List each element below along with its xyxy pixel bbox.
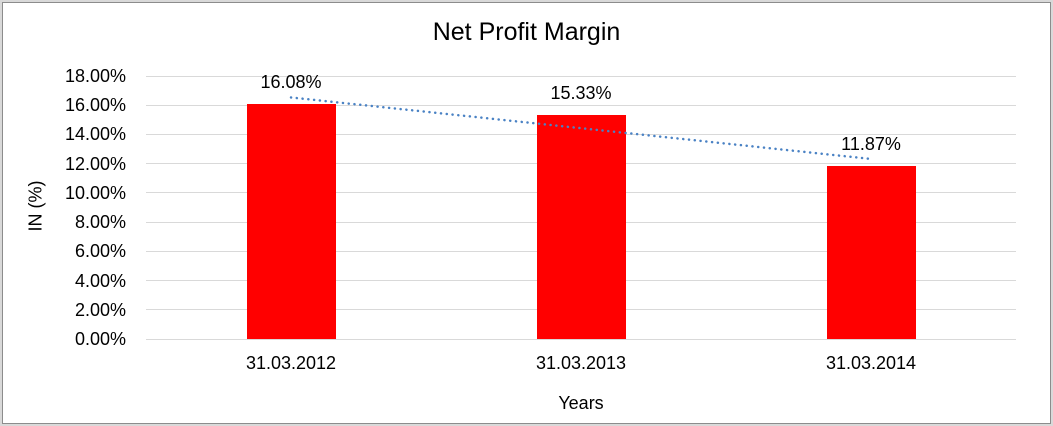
- x-axis-title: Years: [558, 393, 604, 413]
- x-tick-label: 31.03.2013: [535, 353, 627, 373]
- y-tick-label: 14.00%: [64, 124, 126, 145]
- y-tick-label: 18.00%: [64, 66, 126, 86]
- x-tick-label: 31.03.2012: [245, 353, 337, 373]
- trendline-layer: [289, 96, 873, 161]
- bar: [826, 165, 916, 339]
- y-tick-label: 8.00%: [74, 212, 126, 233]
- y-tick-label: 0.00%: [74, 329, 126, 349]
- y-tick-label: 6.00%: [74, 241, 126, 262]
- trendline: [289, 96, 873, 161]
- bar: [536, 115, 626, 339]
- data-label: 11.87%: [841, 133, 901, 154]
- x-tick-label: 31.03.2014: [825, 353, 917, 373]
- data-label: 15.33%: [550, 83, 612, 104]
- y-tick-label: 2.00%: [74, 299, 126, 320]
- y-tick-label: 12.00%: [64, 153, 126, 174]
- plot-area: 16.08% 15.33% 11.87%: [146, 72, 1016, 340]
- gridline: [146, 75, 1016, 77]
- y-tick-label: 4.00%: [74, 270, 126, 291]
- y-tick-label: 10.00%: [64, 182, 126, 203]
- bar: [246, 104, 336, 339]
- gridline: [146, 338, 1016, 340]
- chart-title: Net Profit Margin: [432, 18, 621, 46]
- gridline: [146, 104, 1016, 106]
- y-tick-label: 16.00%: [64, 95, 126, 116]
- data-label: 16.08%: [260, 72, 322, 93]
